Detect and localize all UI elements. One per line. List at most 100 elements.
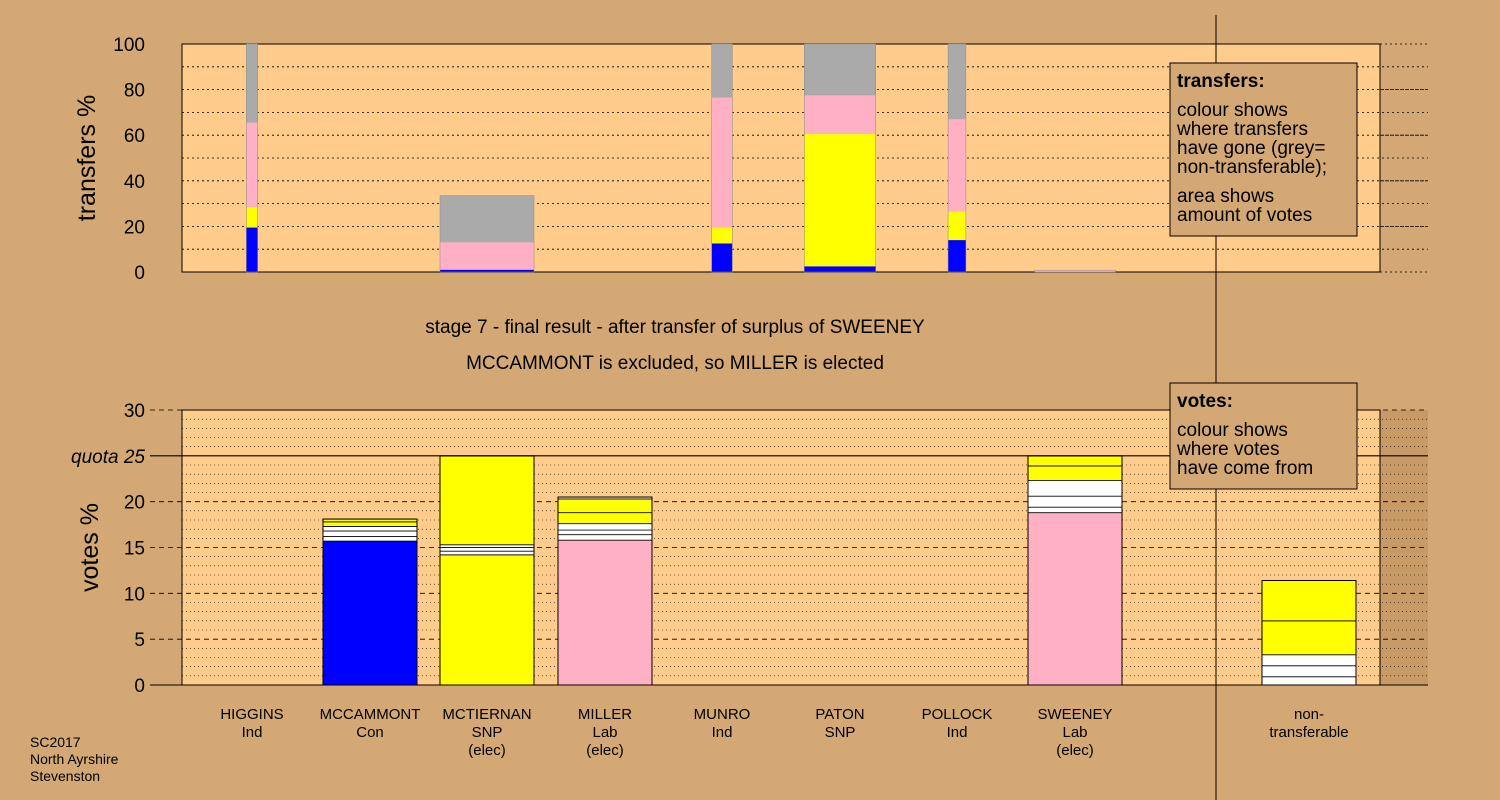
transfer-bar-segment — [246, 227, 258, 272]
votes-legend: votes: colour shows where votes have com… — [1169, 382, 1358, 490]
transfers-y-axis-title: transfers % — [73, 95, 101, 221]
candidate-label: Lab — [592, 724, 617, 741]
candidate-label: MCTIERNAN — [442, 706, 531, 723]
votes-y-axis-title: votes % — [76, 503, 104, 592]
votes-legend-line: have come from — [1177, 458, 1313, 479]
transfer-bar-outline — [439, 195, 535, 273]
transfers-y-tick: 80 — [124, 81, 145, 102]
transfers-y-tick: 0 — [134, 263, 145, 284]
transfer-bar-segment — [711, 97, 733, 228]
votes-y-tick: 0 — [134, 676, 145, 697]
transfer-bar-segment — [804, 266, 876, 272]
transfer-bar-segment — [246, 207, 258, 228]
candidate-label: POLLOCK — [922, 706, 993, 723]
votes-y-tick: 10 — [124, 584, 145, 605]
vote-bar-segment — [1261, 580, 1357, 622]
transfers-legend-line: colour shows — [1177, 100, 1288, 121]
votes-y-tick: 20 — [124, 493, 145, 514]
transfer-bar-outline — [246, 43, 258, 273]
vote-bar-segment — [322, 536, 418, 542]
transfers-legend-line: area shows — [1177, 186, 1274, 207]
transfer-bar-outline — [804, 43, 876, 273]
candidate-label: Lab — [1062, 724, 1087, 741]
candidate-label: Ind — [712, 724, 733, 741]
vote-bar-segment — [1261, 620, 1357, 656]
vote-bar-outline — [1261, 580, 1357, 686]
candidate-label: (elec) — [468, 742, 506, 759]
votes-chart: 0 5 10 15 20 30 votes % quota 25 — [71, 401, 1428, 697]
transfer-bar-segment — [440, 195, 534, 243]
transfer-bar-segment — [948, 211, 966, 241]
votes-y-tick: 15 — [124, 539, 145, 560]
candidate-label: SNP — [472, 724, 503, 741]
candidate-label: (elec) — [1056, 742, 1094, 759]
candidate-label: HIGGINS — [220, 706, 283, 723]
votes-legend-box — [1169, 382, 1358, 490]
vote-bar-segment — [439, 455, 535, 546]
vote-bar-segment — [1027, 455, 1123, 467]
votes-y-tick: 5 — [134, 630, 145, 651]
transfer-bar-outline — [711, 43, 733, 273]
vote-bar-segment — [1261, 665, 1357, 678]
transfer-bar-segment — [246, 122, 258, 208]
candidate-labels: HIGGINSIndMCCAMMONTConMCTIERNANSNP(elec)… — [220, 706, 1348, 759]
transfers-y-tick: 60 — [124, 126, 145, 147]
transfers-legend-line: where transfers — [1176, 119, 1308, 140]
vote-bar-segment — [557, 498, 653, 514]
candidate-label: transferable — [1269, 724, 1348, 741]
vote-bar-segment — [322, 530, 418, 537]
vote-bar-segment — [322, 521, 418, 527]
candidate-label: Ind — [947, 724, 968, 741]
transfer-bar-segment — [804, 134, 876, 267]
vote-bar-outline — [557, 496, 653, 686]
candidate-label: SWEENEY — [1037, 706, 1112, 723]
transfer-bar-segment — [948, 44, 966, 120]
vote-bar-segment — [557, 539, 653, 686]
vote-bar-segment — [1261, 654, 1357, 667]
transfers-y-tick: 20 — [124, 217, 145, 238]
stage-line-1: stage 7 - final result - after transfer … — [425, 317, 925, 338]
transfers-legend-title: transfers: — [1177, 71, 1265, 92]
candidate-label: (elec) — [586, 742, 624, 759]
candidate-label: Con — [356, 724, 384, 741]
candidate-label: MILLER — [578, 706, 632, 723]
transfers-y-tick: 100 — [113, 35, 145, 56]
vote-bar-segment — [439, 554, 535, 686]
vote-bar-segment — [1027, 506, 1123, 514]
transfer-bar-outline — [1034, 269, 1116, 273]
transfers-y-tick: 40 — [124, 172, 145, 193]
transfers-legend-line: have gone (grey= — [1177, 138, 1325, 159]
vote-bar-segment — [322, 526, 418, 532]
vote-bar-segment — [439, 550, 535, 556]
vote-bar-outline — [322, 518, 418, 686]
vote-bar-segment — [1027, 465, 1123, 481]
transfer-bar-segment — [711, 44, 733, 98]
candidate-label: SNP — [825, 724, 856, 741]
vote-bar-segment — [1027, 512, 1123, 686]
transfer-bar-segment — [711, 243, 733, 272]
transfer-bar-segment — [246, 44, 258, 123]
transfers-legend-box — [1169, 62, 1358, 237]
votes-legend-title: votes: — [1177, 391, 1233, 412]
stage-line-2: MCCAMMONT is excluded, so MILLER is elec… — [466, 353, 884, 374]
transfer-bar-segment — [1034, 270, 1116, 272]
transfer-bar-segment — [948, 240, 966, 272]
candidate-label: non- — [1294, 706, 1324, 723]
vote-bar-segment — [439, 547, 535, 552]
footer-line-1: SC2017 — [30, 734, 81, 750]
candidate-label: MUNRO — [694, 706, 751, 723]
vote-bar-segment — [439, 544, 535, 548]
transfer-bar-segment — [440, 242, 534, 270]
transfer-bar-segment — [804, 44, 876, 96]
vote-bar-segment — [1027, 495, 1123, 508]
footer-line-2: North Ayrshire — [30, 751, 119, 767]
vote-bar-segment — [557, 512, 653, 525]
quota-label: quota 25 — [71, 447, 145, 468]
vote-bar-segment — [1261, 676, 1357, 686]
candidate-label: PATON — [815, 706, 864, 723]
transfer-bar-segment — [711, 227, 733, 244]
votes-legend-line: where votes — [1176, 439, 1279, 460]
vote-bar-segment — [557, 529, 653, 536]
transfer-bar-outline — [947, 43, 967, 273]
